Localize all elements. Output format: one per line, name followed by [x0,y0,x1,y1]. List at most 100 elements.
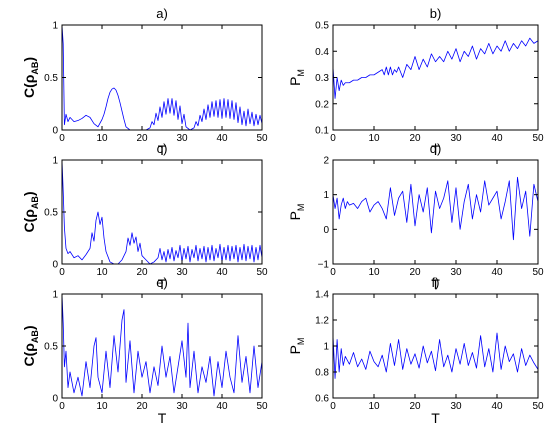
y-axis-label: PM [287,204,306,221]
series-line-a [61,24,263,131]
y-tick-label: 1 [323,342,329,353]
x-tick-label: 40 [216,401,228,412]
panel-label-f: f) [432,275,440,290]
x-tick-label: 30 [450,267,462,278]
y-tick-label: 1 [52,290,58,301]
axes-frame-d [332,159,539,265]
y-axis-label-subscript: AB [30,196,40,209]
y-axis-label-main: C(ρ [21,343,37,367]
x-axis-label: T [158,142,167,158]
y-tick-label: 0.2 [315,99,329,110]
y-tick-label: 0.6 [315,394,329,405]
y-tick-label: 1.4 [315,290,329,301]
x-axis-label: T [158,276,167,292]
x-tick-label: 0 [59,267,65,278]
y-tick-label: 0.3 [315,73,329,84]
y-tick-label: 0.5 [315,21,329,32]
y-axis-label: PM [287,69,306,86]
x-tick-label: 30 [450,401,462,412]
y-axis-label-main: P [287,77,303,86]
x-tick-label: 10 [368,401,380,412]
y-tick-label: 0 [323,225,329,236]
x-axis-label: T [158,410,167,426]
x-tick-label: 10 [96,401,108,412]
y-tick-label: 0 [52,260,58,271]
y-axis-label-main: P [287,345,303,354]
y-axis-label-close: ) [21,325,37,330]
y-axis-label: C(ρAB) [21,191,40,232]
x-tick-label: 40 [216,267,228,278]
x-axis-label: T [431,410,440,426]
x-tick-label: 20 [409,401,421,412]
y-tick-label: 1 [323,190,329,201]
x-tick-label: 20 [136,267,148,278]
x-tick-label: 10 [96,267,108,278]
x-tick-label: 0 [59,133,65,144]
y-tick-label: 0.4 [315,47,329,58]
panel-a: 0 10 20 30 40 50 0 0.5 1 T C(ρAB) a) [21,6,268,158]
x-tick-label: 40 [216,133,228,144]
x-tick-label: 10 [368,133,380,144]
y-tick-label: 0.8 [315,368,329,379]
x-tick-label: 20 [136,133,148,144]
y-axis-label-subscript: M [296,338,306,346]
y-tick-label: 0.5 [44,73,58,84]
x-tick-label: 0 [330,133,336,144]
y-tick-label: 1 [52,156,58,167]
x-tick-label: 30 [450,133,462,144]
panel-label-d: d) [430,141,442,156]
y-tick-label: 0 [52,394,58,405]
x-tick-label: 0 [59,401,65,412]
panel-label-a: a) [156,6,168,21]
y-tick-label: 0.5 [44,208,58,219]
x-axis-label: T [431,276,440,292]
x-tick-label: 20 [409,267,421,278]
series-line-f [332,332,539,379]
series-line-b [332,37,539,99]
x-tick-label: 40 [491,401,503,412]
y-tick-label: 1.2 [315,316,329,327]
y-axis-label-close: ) [21,57,37,62]
y-axis-label-subscript: M [296,69,306,77]
series-line-c [61,159,263,265]
panel-c: 0 10 20 30 40 50 0 0.5 1 T C(ρAB) c) [21,141,268,292]
y-tick-label: 2 [323,156,329,167]
y-axis-label-subscript: AB [30,61,40,74]
x-tick-label: 50 [256,133,268,144]
y-axis-label-subscript: AB [30,330,40,343]
y-axis-label-close: ) [21,191,37,196]
x-tick-label: 40 [491,133,503,144]
x-tick-label: 20 [136,401,148,412]
y-tick-label: 0.5 [44,342,58,353]
y-tick-label: −1 [318,260,330,271]
y-axis-label-main: C(ρ [21,74,37,98]
y-axis-label: PM [287,338,306,355]
panel-label-e: e) [156,275,168,290]
y-axis-label-subscript: M [296,204,306,212]
x-tick-label: 50 [256,267,268,278]
y-axis-label-main: P [287,211,303,220]
x-tick-label: 10 [96,133,108,144]
x-tick-label: 30 [176,133,188,144]
x-tick-label: 30 [176,267,188,278]
y-tick-label: 0.1 [315,126,329,137]
y-tick-label: 1 [52,21,58,32]
y-axis-label: C(ρAB) [21,57,40,98]
x-tick-label: 30 [176,401,188,412]
panel-label-c: c) [157,141,168,156]
series-line-d [332,176,539,241]
x-tick-label: 40 [491,267,503,278]
axes-frame-f [332,293,539,399]
x-axis-label: T [431,142,440,158]
x-tick-label: 0 [330,401,336,412]
x-tick-label: 10 [368,267,380,278]
panel-e: 0 10 20 30 40 50 0 0.5 1 T C(ρAB) e) [21,275,268,426]
x-tick-label: 20 [409,133,421,144]
y-axis-label: C(ρAB) [21,325,40,366]
x-tick-label: 50 [532,267,544,278]
x-tick-label: 0 [330,267,336,278]
